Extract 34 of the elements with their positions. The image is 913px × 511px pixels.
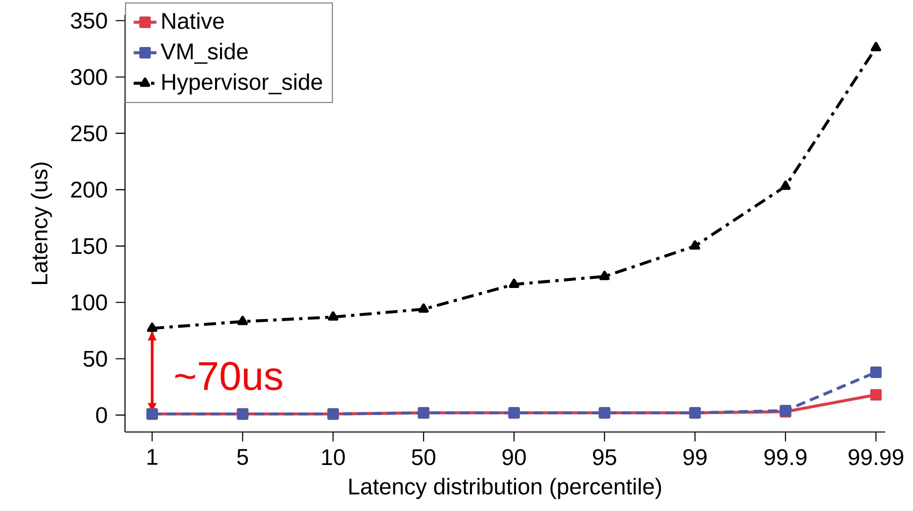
x-tick-label: 5 (237, 449, 248, 465)
legend-label: Hypervisor_side (162, 73, 322, 94)
y-tick-label: 200 (71, 182, 107, 198)
point (870, 42, 882, 52)
x-tick-label: 50 (412, 449, 436, 466)
point (328, 311, 338, 321)
x-tick-label: 99.99 (848, 449, 904, 466)
x-tick-label: 1 (148, 449, 158, 465)
x-axis-title: Latency distribution (percentile) (349, 478, 662, 500)
point (418, 303, 429, 313)
x-tick-label: 99 (683, 449, 707, 466)
y-tick-label: 300 (70, 68, 107, 86)
x-tick-label: 95 (592, 449, 616, 466)
point (508, 278, 520, 288)
point (599, 270, 610, 280)
point (870, 366, 882, 378)
y-tick-label: 250 (71, 125, 107, 142)
legend-label: VM_side (160, 42, 248, 64)
annotation: ~70us (175, 362, 282, 390)
y-tick-label: 0 (96, 407, 107, 424)
point (237, 316, 248, 326)
point (690, 240, 700, 250)
x-tick-label: 90 (502, 449, 526, 466)
point (780, 180, 791, 190)
y-tick-label: 350 (70, 12, 107, 29)
legend-label: Native (162, 12, 224, 30)
y-tick-label: 150 (72, 238, 107, 254)
y-axis-title: Latency (us) (30, 162, 52, 284)
y-tick-label: 100 (72, 294, 107, 310)
y-tick-label: 50 (84, 350, 107, 367)
point (870, 389, 882, 401)
point (146, 322, 158, 332)
x-tick-label: 10 (322, 449, 345, 466)
x-tick-label: 99.9 (764, 449, 806, 466)
